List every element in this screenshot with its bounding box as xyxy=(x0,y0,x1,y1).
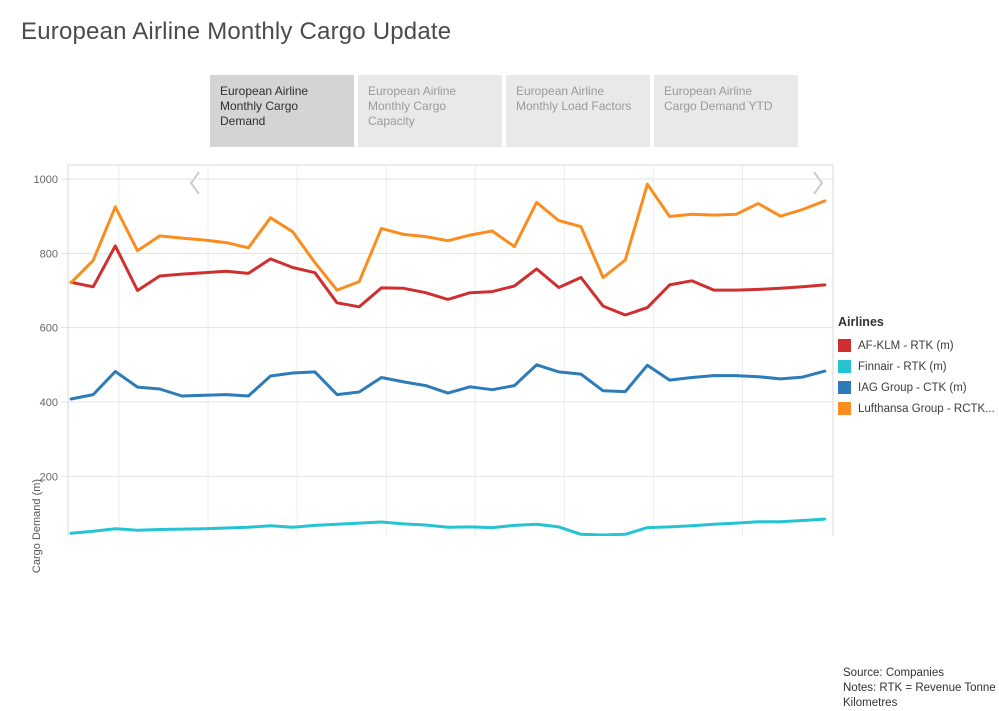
page-title: European Airline Monthly Cargo Update xyxy=(21,18,452,45)
legend-item-iag-group: IAG Group - CTK (m) xyxy=(838,381,998,394)
page: { "page": { "title": "European Airline M… xyxy=(0,18,999,709)
tab-cargo-demand-ytd[interactable]: European Airline Cargo Demand YTD xyxy=(654,75,798,147)
legend-swatch-icon xyxy=(838,402,851,415)
tab-monthly-cargo-demand[interactable]: European Airline Monthly Cargo Demand xyxy=(210,75,354,147)
series-line-3 xyxy=(69,182,827,292)
chart-tabs-carousel: European Airline Monthly Cargo Demand Eu… xyxy=(0,75,999,195)
legend-swatch-icon xyxy=(838,381,851,394)
source-note: Source: Companies xyxy=(843,667,944,679)
y-axis-title: Cargo Demand (m) xyxy=(31,478,43,574)
legend-label: IAG Group - CTK (m) xyxy=(858,381,967,394)
y-tick-label: 1000 xyxy=(34,174,58,186)
line-chart-plot: 200 400 600 800 1000 xyxy=(34,164,834,536)
y-tick-label: 800 xyxy=(40,248,58,260)
legend-swatch-icon xyxy=(838,339,851,352)
carousel-next-button[interactable] xyxy=(810,169,826,197)
chevron-right-icon xyxy=(810,169,826,197)
tab-label: European Airline Monthly Cargo Capacity xyxy=(368,84,457,128)
y-tick-label: 400 xyxy=(40,397,58,409)
notes-line: Notes: RTK = Revenue Tonne Kilometres xyxy=(843,682,996,709)
legend-swatch-icon xyxy=(838,360,851,373)
chart-legend: Airlines AF-KLM - RTK (m) Finnair - RTK … xyxy=(838,315,998,423)
chevron-left-icon xyxy=(187,169,203,197)
tab-label: European Airline Monthly Cargo Demand xyxy=(220,84,309,128)
series-line-0 xyxy=(69,244,827,317)
legend-label: Finnair - RTK (m) xyxy=(858,360,947,373)
tab-label: European Airline Cargo Demand YTD xyxy=(664,84,773,113)
tab-monthly-cargo-capacity[interactable]: European Airline Monthly Cargo Capacity xyxy=(358,75,502,147)
legend-item-lufthansa-group: Lufthansa Group - RCTK... xyxy=(838,402,998,415)
y-tick-label: 600 xyxy=(40,323,58,335)
legend-label: Lufthansa Group - RCTK... xyxy=(858,402,995,415)
chart-footer: Source: Companies Notes: RTK = Revenue T… xyxy=(843,666,999,711)
series-line-1 xyxy=(69,517,827,536)
tab-monthly-load-factors[interactable]: European Airline Monthly Load Factors xyxy=(506,75,650,147)
tab-label: European Airline Monthly Load Factors xyxy=(516,84,632,113)
y-tick-label: 200 xyxy=(40,471,58,483)
legend-item-finnair: Finnair - RTK (m) xyxy=(838,360,998,373)
carousel-prev-button[interactable] xyxy=(187,169,203,197)
cargo-demand-chart: 200 400 600 800 1000 Cargo Demand (m) Airlin… xyxy=(0,155,999,709)
legend-label: AF-KLM - RTK (m) xyxy=(858,339,954,352)
legend-title: Airlines xyxy=(838,315,884,329)
series-line-2 xyxy=(69,363,827,401)
legend-item-af-klm: AF-KLM - RTK (m) xyxy=(838,339,998,352)
